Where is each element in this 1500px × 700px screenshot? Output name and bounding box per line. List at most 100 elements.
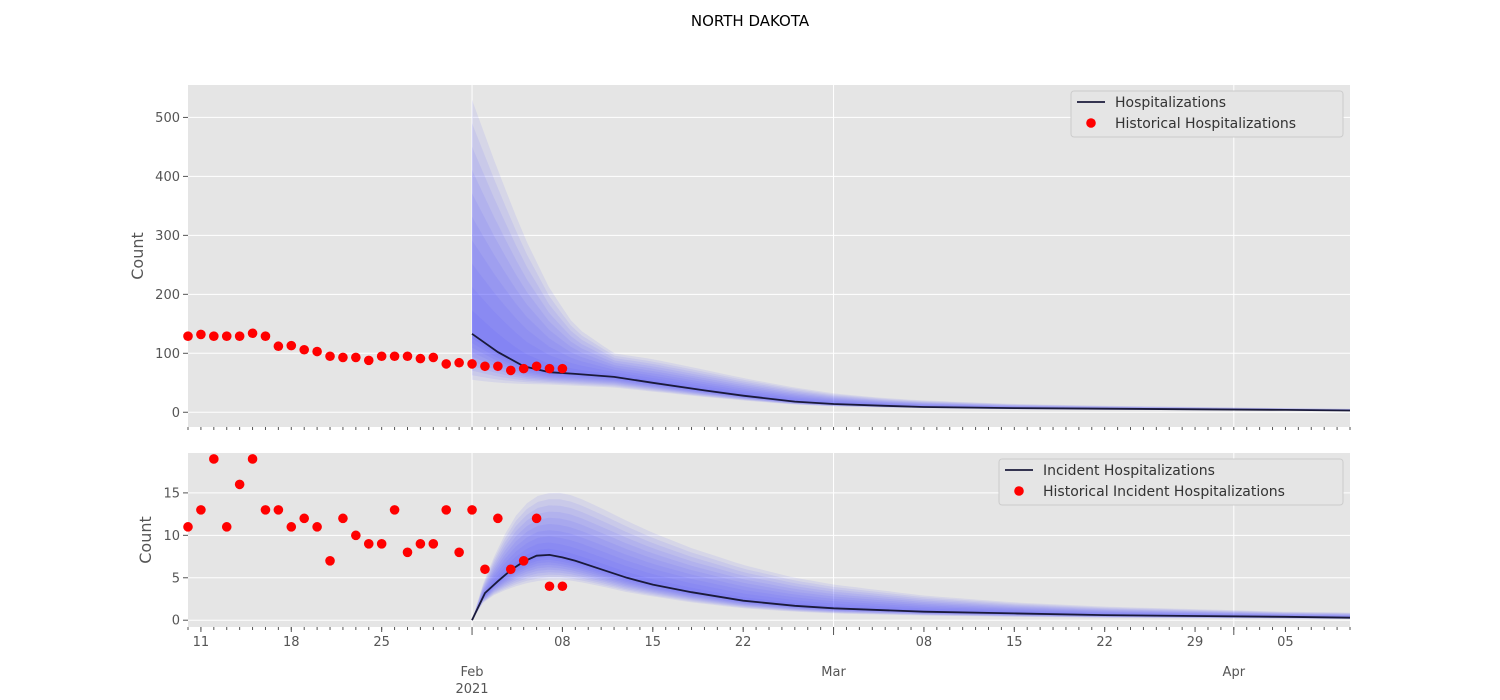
x-tick-label: 29 xyxy=(1187,635,1204,650)
historical-point xyxy=(325,351,335,362)
historical-point xyxy=(312,346,322,357)
historical-point xyxy=(531,361,542,372)
legend-label: Incident Hospitalizations xyxy=(1043,463,1215,479)
y-tick-label: 100 xyxy=(155,347,180,362)
historical-point xyxy=(260,331,271,341)
historical-point xyxy=(518,555,529,566)
x-tick-label: 18 xyxy=(283,635,300,650)
historical-point xyxy=(544,363,555,374)
historical-point xyxy=(389,351,400,362)
x-tick-label: 25 xyxy=(373,635,390,650)
historical-point xyxy=(363,539,374,549)
uncertainty-band xyxy=(472,492,1350,621)
x-tick-label: 15 xyxy=(1006,635,1023,650)
y-axis-label: Count xyxy=(128,232,147,280)
x-year-label: 2021 xyxy=(455,682,488,697)
historical-point xyxy=(196,505,206,515)
uncertainty-band xyxy=(472,517,1350,621)
historical-point xyxy=(209,454,219,464)
y-tick-label: 500 xyxy=(155,111,180,126)
uncertainty-band xyxy=(472,524,1350,621)
historical-point xyxy=(338,513,348,524)
historical-point xyxy=(325,555,335,566)
y-tick-label: 400 xyxy=(155,170,180,185)
historical-point xyxy=(247,454,258,464)
historical-point xyxy=(493,513,503,524)
x-tick-label: 08 xyxy=(554,635,571,650)
x-tick-label: 11 xyxy=(193,635,210,650)
legend xyxy=(998,458,1344,506)
historical-point xyxy=(209,331,219,341)
x-tick-label: 22 xyxy=(1096,635,1113,650)
historical-point xyxy=(299,513,310,524)
historical-point xyxy=(544,581,555,592)
uncertainty-band xyxy=(472,99,1350,411)
historical-point xyxy=(518,363,529,374)
historical-point xyxy=(493,361,503,372)
uncertainty-band xyxy=(472,123,1350,411)
historical-point xyxy=(351,530,361,541)
x-tick-label: 08 xyxy=(916,635,933,650)
historical-point xyxy=(183,331,193,341)
historical-point xyxy=(299,344,310,355)
historical-point xyxy=(454,357,464,368)
historical-point xyxy=(234,331,245,341)
median-line xyxy=(471,333,1351,412)
historical-point xyxy=(247,328,258,339)
historical-point xyxy=(480,564,490,575)
uncertainty-band xyxy=(472,542,1350,621)
historical-point xyxy=(183,522,193,532)
uncertainty-band xyxy=(472,499,1350,621)
y-tick-label: 5 xyxy=(172,571,180,586)
historical-point xyxy=(389,505,400,515)
historical-point xyxy=(454,547,464,558)
y-tick-label: 15 xyxy=(163,486,180,501)
historical-point xyxy=(505,564,516,575)
historical-point xyxy=(505,365,516,376)
historical-point xyxy=(441,359,452,369)
historical-point xyxy=(376,351,387,362)
legend-label: Historical Hospitalizations xyxy=(1115,116,1296,132)
x-tick-label: 22 xyxy=(735,635,752,650)
historical-point xyxy=(286,340,297,351)
historical-point xyxy=(221,331,232,341)
historical-point xyxy=(196,329,206,340)
historical-point xyxy=(273,505,284,515)
legend-marker-swatch xyxy=(1086,118,1096,128)
x-month-label: Feb xyxy=(461,665,484,680)
y-axis-label: Count xyxy=(136,516,155,564)
historical-point xyxy=(234,479,245,490)
x-axis: 11 18 25 08 15 22 08 15 22 29 05 Feb 2021 Mar Apr xyxy=(193,627,1294,697)
uncertainty-band xyxy=(472,536,1350,621)
historical-point xyxy=(338,352,348,363)
historical-point xyxy=(402,351,413,362)
y-tick-label: 0 xyxy=(172,614,180,629)
plot-area xyxy=(188,85,1350,427)
historical-point xyxy=(415,353,426,364)
historical-point xyxy=(376,539,387,549)
historical-point xyxy=(415,539,426,549)
legend-marker-swatch xyxy=(1014,486,1024,496)
historical-point xyxy=(351,352,361,363)
historical-point xyxy=(467,505,477,515)
historical-point xyxy=(221,522,232,532)
historical-point xyxy=(480,361,490,372)
median-line xyxy=(471,553,1351,621)
uncertainty-band xyxy=(472,548,1350,621)
historical-point xyxy=(557,581,568,592)
historical-point xyxy=(363,355,374,366)
y-tick-label: 10 xyxy=(163,529,180,544)
historical-point xyxy=(402,547,413,558)
y-tick-label: 0 xyxy=(172,406,180,421)
legend-label: Hospitalizations xyxy=(1115,95,1226,111)
historical-point xyxy=(428,352,439,363)
legend-label: Historical Incident Hospitalizations xyxy=(1043,484,1285,500)
incident-hospitalizations-panel: 0 5 10 15 Count Incident Hospitalizations Hist… xyxy=(136,453,1351,630)
uncertainty-band xyxy=(472,530,1350,621)
x-tick-label: 05 xyxy=(1277,635,1294,650)
historical-point xyxy=(428,539,439,549)
legend xyxy=(1070,90,1344,138)
historical-point xyxy=(312,522,322,532)
historical-point xyxy=(557,363,568,374)
